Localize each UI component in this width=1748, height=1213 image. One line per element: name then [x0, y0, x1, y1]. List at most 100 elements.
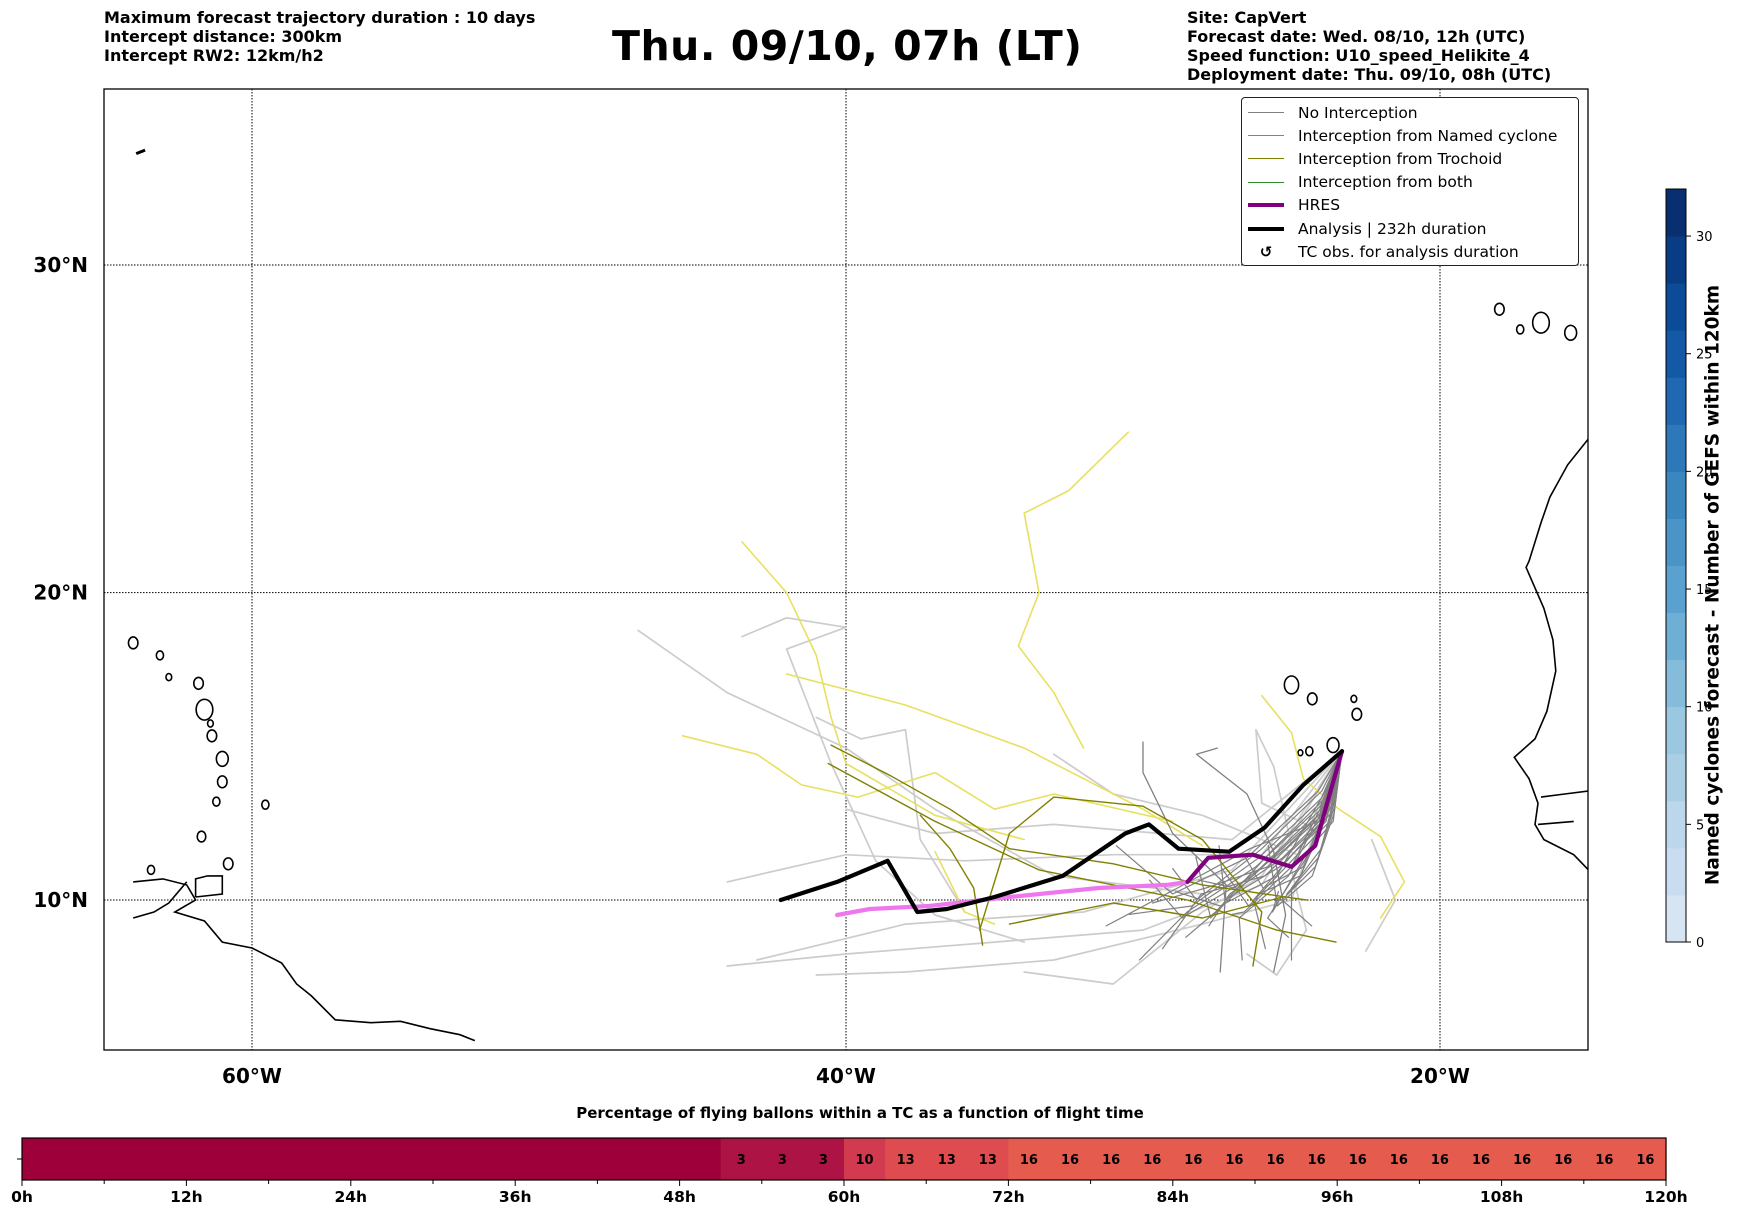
percentage-cell-label: 10 — [856, 1153, 874, 1168]
coastline — [133, 878, 476, 1042]
trajectory-no-interception — [1255, 728, 1308, 847]
island — [192, 676, 205, 691]
map-frame — [103, 88, 1589, 1051]
coastline — [135, 148, 146, 155]
percentage-cell — [145, 1138, 187, 1180]
percentage-cell — [63, 1138, 105, 1180]
percentage-cell — [1131, 1138, 1174, 1180]
trajectory-trochoid-light — [1017, 431, 1129, 749]
colorbar-level — [1666, 424, 1686, 472]
coastlines — [127, 148, 1588, 1042]
legend-item-hres: HRES — [1242, 194, 1578, 217]
island — [146, 864, 156, 876]
percentage-cell-label: 16 — [1513, 1153, 1531, 1168]
island — [216, 775, 228, 789]
island — [1563, 324, 1578, 342]
coastline — [1540, 790, 1588, 798]
percentage-cell-label: 16 — [1595, 1153, 1613, 1168]
trajectory-no-interception — [1172, 750, 1343, 901]
x-tick-label: 0h — [11, 1188, 33, 1206]
percentage-cell — [1255, 1138, 1297, 1180]
x-tick-label: 24h — [334, 1188, 367, 1206]
percentage-cell-label: 13 — [979, 1153, 997, 1168]
percentage-cell-label: 3 — [737, 1153, 746, 1168]
percentage-cell-label: 16 — [1636, 1153, 1654, 1168]
trajectory-trochoid — [919, 814, 984, 946]
island — [1350, 694, 1358, 704]
percentage-cell — [227, 1138, 270, 1180]
x-tick-label: 96h — [1321, 1188, 1354, 1206]
x-tick-label: 108h — [1480, 1188, 1523, 1206]
island — [1515, 324, 1525, 335]
percentage-cell — [885, 1138, 927, 1180]
colorbar-level — [1666, 236, 1686, 284]
x-tick-label: 12h — [170, 1188, 203, 1206]
legend-label: Analysis | 232h duration — [1298, 219, 1487, 238]
percentage-cell — [474, 1138, 516, 1180]
percentage-cell — [268, 1138, 311, 1180]
percentage-cell-label: 16 — [1267, 1153, 1285, 1168]
coastline — [132, 881, 188, 919]
island — [261, 799, 270, 810]
trajectory-no-interception — [1142, 741, 1227, 973]
trajectory-no-interception — [1138, 750, 1343, 961]
lon-tick-label: 20°W — [1410, 1064, 1470, 1088]
legend-item-analysis: Analysis | 232h duration — [1242, 217, 1578, 240]
percentage-cell — [104, 1138, 146, 1180]
colorbar-level — [1666, 612, 1686, 661]
percentage-cell — [597, 1138, 640, 1180]
trajectory-no-interception — [756, 750, 1343, 961]
colorbar-level — [1666, 894, 1686, 943]
percentage-cell-label: 16 — [1102, 1153, 1120, 1168]
percentage-cell-label: 16 — [1349, 1153, 1367, 1168]
trajectory-trochoid-light — [785, 673, 1204, 847]
island — [1283, 675, 1300, 695]
percentage-cell-label: 16 — [1390, 1153, 1408, 1168]
speed-function-text: Speed function: U10_speed_Helikite_4 — [1187, 46, 1530, 65]
percentage-cell — [433, 1138, 475, 1180]
lat-tick-label: 20°N — [33, 581, 88, 605]
x-tick-label: 120h — [1644, 1188, 1687, 1206]
lat-tick-label: 10°N — [33, 888, 88, 912]
colorbar-level — [1666, 800, 1686, 849]
trajectory-trochoid-light — [681, 734, 1174, 823]
island — [222, 857, 234, 871]
colorbar: 0 5 10 15 20 25 30 — [1665, 188, 1713, 951]
axis-labels: 60°W 40°W 20°W 30°N 20°N 10°N — [33, 253, 1470, 1088]
percentage-cell — [1337, 1138, 1379, 1180]
deployment-date-text: Deployment date: Thu. 09/10, 08h (UTC) — [1187, 65, 1552, 84]
island — [1304, 745, 1314, 757]
legend-label: TC obs. for analysis duration — [1298, 242, 1519, 261]
trajectory-no-interception — [741, 616, 1026, 943]
percentage-cell — [720, 1138, 763, 1180]
colorbar-level — [1666, 330, 1686, 378]
legend-swatch — [1248, 226, 1284, 231]
island — [127, 636, 139, 650]
trajectory-no-interception — [1221, 750, 1343, 907]
trajectory-no-interception — [1364, 838, 1397, 952]
island — [206, 729, 218, 743]
trajectories — [637, 431, 1406, 985]
forecast-date-text: Forecast date: Wed. 08/10, 12h (UTC) — [1187, 27, 1526, 46]
intercept-distance-text: Intercept distance: 300km — [104, 27, 343, 46]
percentage-cell — [556, 1138, 598, 1180]
legend-label: No Interception — [1298, 103, 1418, 122]
page-title: Thu. 09/10, 07h (LT) — [612, 22, 1083, 70]
colorbar-level — [1666, 659, 1686, 708]
island — [1351, 707, 1363, 722]
percentage-cell-label: 16 — [1554, 1153, 1572, 1168]
percentage-cell — [1460, 1138, 1503, 1180]
island — [195, 698, 214, 721]
island — [1531, 311, 1551, 334]
island — [1493, 302, 1505, 316]
percentage-cell-label: 16 — [1225, 1153, 1243, 1168]
trajectory-trochoid — [978, 796, 1263, 967]
colorbar-level — [1666, 847, 1686, 896]
percentage-cell — [679, 1138, 722, 1180]
percentage-cell — [1419, 1138, 1462, 1180]
island — [211, 796, 221, 807]
trajectory-no-interception — [815, 750, 1343, 976]
percentage-cell — [761, 1138, 804, 1180]
colorbar-level — [1666, 565, 1686, 614]
